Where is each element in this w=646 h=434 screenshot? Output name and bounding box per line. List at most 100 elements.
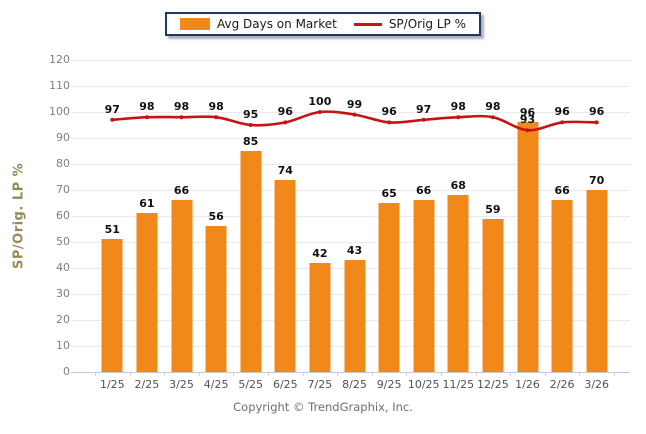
line-point-marker[interactable] xyxy=(387,120,392,125)
line-point-marker[interactable] xyxy=(317,110,322,114)
bar-11-25[interactable] xyxy=(447,195,469,372)
bar-10-25[interactable] xyxy=(413,200,435,372)
x-tick-label-8-25: 8/25 xyxy=(342,378,367,391)
bar-1-25[interactable] xyxy=(101,239,123,372)
plot-area: 51 97 1/25 61 98 2/25 66 98 3/25 56 98 4/25 85 95 5/25… xyxy=(71,60,630,391)
x-tick-label-6-25: 6/25 xyxy=(272,378,298,391)
bar-value-label: 66 xyxy=(554,184,570,198)
bar-3-25[interactable] xyxy=(171,200,192,372)
line-value-label: 95 xyxy=(243,108,259,121)
line-value-label: 96 xyxy=(277,105,293,119)
line-point-marker[interactable] xyxy=(560,120,565,125)
x-tick-label-4-25: 4/25 xyxy=(203,378,229,391)
bar-6-25[interactable] xyxy=(274,179,296,372)
bar-value-label: 74 xyxy=(277,163,293,177)
bar-2-25[interactable] xyxy=(136,213,158,372)
bar-swatch-icon xyxy=(180,18,210,30)
y-tick-label: 60 xyxy=(56,209,70,222)
line-value-label: 96 xyxy=(554,105,570,119)
bar-value-label: 43 xyxy=(346,244,363,258)
x-axis-tick xyxy=(441,372,442,376)
gridline xyxy=(71,112,630,113)
line-value-label: 98 xyxy=(139,100,155,114)
bar-value-label: 66 xyxy=(173,184,190,198)
legend-label-sp-orig-lp: SP/Orig LP % xyxy=(388,17,466,31)
y-tick-label: 40 xyxy=(56,261,70,274)
bar-value-label: 68 xyxy=(450,179,466,193)
bar-7-25[interactable] xyxy=(309,262,331,372)
y-tick-label: 50 xyxy=(56,235,70,248)
bar-1-26[interactable] xyxy=(517,122,538,372)
x-axis-tick xyxy=(268,372,269,376)
line-point-marker[interactable] xyxy=(110,117,115,122)
x-axis-tick xyxy=(198,372,200,376)
line-point-marker[interactable] xyxy=(490,115,495,120)
gridline xyxy=(71,242,630,243)
bar-9-25[interactable] xyxy=(378,203,400,372)
bar-3-26[interactable] xyxy=(586,190,608,372)
y-tick-label: 100 xyxy=(49,105,70,118)
x-tick-label-1-25: 1/25 xyxy=(99,378,125,391)
y-tick-label: 70 xyxy=(56,183,70,196)
bar-value-label: 96 xyxy=(519,106,536,120)
x-tick-label-11-25: 11/25 xyxy=(442,378,475,391)
line-point-marker[interactable] xyxy=(421,117,426,122)
line-value-label: 100 xyxy=(308,95,332,108)
x-axis-tick xyxy=(164,372,166,376)
line-value-label: 93 xyxy=(519,113,536,127)
line-point-marker[interactable] xyxy=(248,123,253,127)
x-axis-line xyxy=(71,372,630,373)
bar-4-25[interactable] xyxy=(205,226,227,372)
x-axis-tick xyxy=(95,372,96,376)
line-point-marker[interactable] xyxy=(179,115,184,120)
chart-legend: Avg Days on Market SP/Orig LP % xyxy=(165,12,481,36)
gridline xyxy=(71,86,630,87)
bar-value-label: 65 xyxy=(381,187,397,200)
line-point-marker[interactable] xyxy=(214,115,219,120)
x-axis-tick xyxy=(371,372,373,376)
line-value-label: 99 xyxy=(346,97,363,111)
bar-2-26[interactable] xyxy=(551,200,573,372)
bar-value-label: 59 xyxy=(485,202,501,216)
line-point-marker[interactable] xyxy=(594,120,599,125)
bar-8-25[interactable] xyxy=(344,260,365,372)
x-axis-tick xyxy=(510,372,512,376)
trend-line-svg xyxy=(110,110,599,133)
bar-value-label: 70 xyxy=(589,174,605,187)
y-tick-label: 110 xyxy=(49,79,70,92)
x-tick-label-2-25: 2/25 xyxy=(134,378,160,391)
y-tick-label: 10 xyxy=(56,339,70,352)
line-value-label: 98 xyxy=(450,100,466,114)
line-point-marker[interactable] xyxy=(144,115,149,120)
x-tick-label-10-25: 10/25 xyxy=(407,378,440,391)
y-tick-label: 90 xyxy=(56,131,70,144)
line-point-marker[interactable] xyxy=(283,120,288,125)
bar-value-label: 56 xyxy=(208,210,224,224)
legend-item-sp-orig-lp[interactable]: SP/Orig LP % xyxy=(353,17,466,31)
x-tick-label-3-26: 3/26 xyxy=(584,378,610,391)
line-value-label: 98 xyxy=(485,100,501,114)
gridline xyxy=(71,216,630,217)
x-tick-label-1-26: 1/26 xyxy=(515,378,540,391)
line-swatch-icon xyxy=(353,22,382,26)
legend-item-avg-days[interactable]: Avg Days on Market xyxy=(180,17,337,31)
line-point-marker[interactable] xyxy=(352,112,357,117)
bar-value-label: 51 xyxy=(104,223,120,237)
line-value-label: 97 xyxy=(104,102,120,116)
bar-value-label: 85 xyxy=(243,135,259,148)
line-point-marker[interactable] xyxy=(456,115,461,120)
gridline xyxy=(71,138,630,139)
bar-value-label: 66 xyxy=(416,184,432,198)
line-point-marker[interactable] xyxy=(525,128,530,133)
bar-value-label: 42 xyxy=(312,246,328,260)
bar-5-25[interactable] xyxy=(240,151,262,372)
bar-12-25[interactable] xyxy=(482,218,504,372)
gridline xyxy=(71,190,630,191)
x-axis-tick xyxy=(544,372,546,376)
gridline xyxy=(71,164,630,165)
bar-value-label: 61 xyxy=(139,197,155,211)
line-value-label: 96 xyxy=(381,105,397,119)
y-tick-label: 20 xyxy=(56,313,70,326)
y-tick-label: 80 xyxy=(56,157,70,170)
